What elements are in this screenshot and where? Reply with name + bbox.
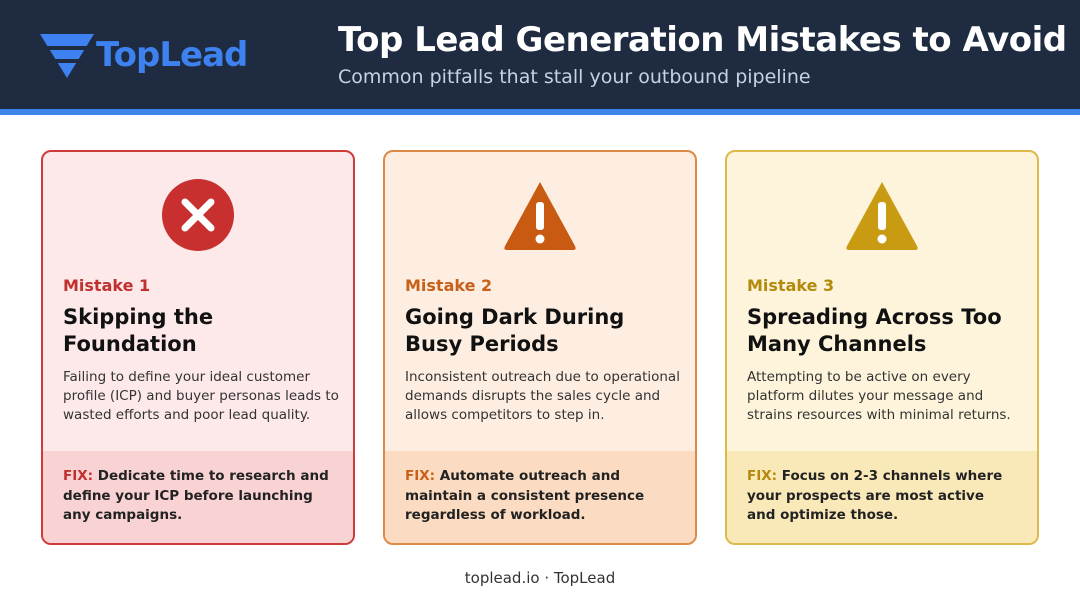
mistake-card: Mistake 1 Skipping the Foundation Failing t… bbox=[41, 150, 355, 545]
mistake-label: Mistake 1 bbox=[63, 276, 151, 295]
fix-box: FIX: Focus on 2-3 channels where your pr… bbox=[727, 451, 1037, 543]
card-icon bbox=[503, 178, 579, 258]
fix-label: FIX: bbox=[405, 468, 436, 484]
fix-label: FIX: bbox=[63, 468, 94, 484]
mistake-description: Attempting to be active on every platfor… bbox=[747, 369, 1011, 423]
footer: toplead.io · TopLead bbox=[464, 569, 616, 587]
card-icon bbox=[161, 178, 237, 258]
icon-graphic bbox=[504, 182, 576, 250]
card-icon bbox=[845, 178, 921, 258]
mistake-heading: Spreading Across Too Many Channels bbox=[747, 304, 1002, 358]
mistake-card: Mistake 2 Going Dark During Busy Periods In… bbox=[383, 150, 697, 545]
fix-text: Dedicate time to research and define you… bbox=[63, 468, 329, 523]
logo-icon bbox=[40, 34, 94, 78]
fix-text: Focus on 2-3 channels where your prospec… bbox=[747, 468, 1003, 523]
mistake-label: Mistake 2 bbox=[405, 276, 493, 295]
heading-line: Spreading Across Too bbox=[747, 305, 1002, 329]
mistake-card: Mistake 3 Spreading Across Too Many Channe… bbox=[725, 150, 1039, 545]
heading-line: Foundation bbox=[63, 332, 197, 356]
mistake-heading: Going Dark During Busy Periods bbox=[405, 304, 624, 358]
heading-line: Busy Periods bbox=[405, 332, 559, 356]
fix-label: FIX: bbox=[747, 468, 778, 484]
title: Top Lead Generation Mistakes to Avoid bbox=[338, 20, 1067, 60]
mistake-label: Mistake 3 bbox=[747, 276, 835, 295]
header: TopLead Top Lead Generation Mistakes to … bbox=[0, 0, 1080, 115]
mistake-description: Failing to define your ideal customer pr… bbox=[63, 369, 339, 423]
mistake-heading: Skipping the Foundation bbox=[63, 304, 213, 358]
logo-text: TopLead bbox=[96, 35, 248, 75]
heading-line: Skipping the bbox=[63, 305, 214, 329]
fix-box: FIX: Automate outreach and maintain a co… bbox=[385, 451, 695, 543]
logo: TopLead bbox=[40, 30, 248, 80]
icon-graphic bbox=[846, 182, 918, 250]
subtitle: Common pitfalls that stall your outbound… bbox=[338, 66, 811, 88]
fix-box: FIX: Dedicate time to research and defin… bbox=[43, 451, 353, 543]
heading-line: Many Channels bbox=[747, 332, 927, 356]
mistake-description: Inconsistent outreach due to operational… bbox=[405, 369, 680, 423]
icon-graphic bbox=[162, 179, 234, 251]
fix-text: Automate outreach and maintain a consist… bbox=[405, 468, 645, 523]
heading-line: Going Dark During bbox=[405, 305, 625, 329]
